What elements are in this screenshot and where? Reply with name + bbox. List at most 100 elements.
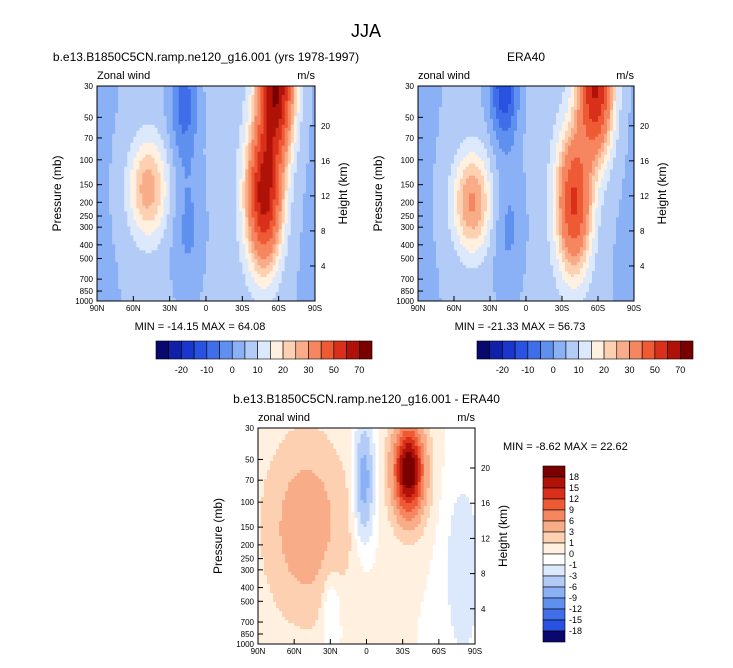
field-cell xyxy=(121,184,125,189)
field-cell xyxy=(127,133,131,138)
field-cell xyxy=(290,181,295,186)
field-cell xyxy=(121,169,125,174)
field-cell xyxy=(287,151,292,156)
field-cell xyxy=(209,86,213,90)
field-cell xyxy=(227,106,231,111)
field-cell xyxy=(260,202,265,207)
field-cell xyxy=(251,142,256,147)
field-cell xyxy=(196,274,201,278)
field-cell xyxy=(254,163,259,168)
field-cell xyxy=(269,247,274,251)
field-cell xyxy=(145,280,150,284)
field-cell xyxy=(254,88,259,93)
field-cell xyxy=(293,190,298,195)
field-cell xyxy=(154,205,159,210)
field-cell xyxy=(227,298,231,301)
field-cell xyxy=(121,115,125,120)
field-cell xyxy=(187,256,192,260)
field-cell xyxy=(269,289,274,293)
field-cell xyxy=(206,139,210,144)
field-cell xyxy=(163,289,168,293)
field-cell xyxy=(193,280,198,284)
field-cell xyxy=(233,160,237,165)
field-cell xyxy=(296,208,301,213)
field-cell xyxy=(305,88,310,93)
field-cell xyxy=(193,292,198,296)
field-cell xyxy=(151,124,156,129)
field-cell xyxy=(263,256,268,260)
field-cell xyxy=(209,199,213,204)
field-cell xyxy=(272,202,277,207)
field-cell xyxy=(248,226,253,230)
field-cell xyxy=(293,175,298,180)
field-cell xyxy=(169,106,174,111)
field-cell xyxy=(115,229,119,233)
field-cell xyxy=(115,271,119,275)
field-cell xyxy=(272,223,277,227)
field-cell xyxy=(305,115,310,120)
field-cell xyxy=(136,97,140,102)
field-cell xyxy=(115,295,119,299)
field-cell xyxy=(172,220,177,224)
field-cell xyxy=(172,112,177,117)
field-cell xyxy=(284,208,289,213)
field-cell xyxy=(242,277,246,281)
field-cell xyxy=(181,196,186,201)
field-cell xyxy=(139,109,144,114)
field-cell xyxy=(148,142,153,147)
field-cell xyxy=(260,274,265,278)
field-cell xyxy=(272,184,277,189)
field-cell xyxy=(254,223,259,227)
field-cell xyxy=(142,244,147,248)
field-cell xyxy=(290,205,295,210)
field-cell xyxy=(163,220,168,224)
field-cell xyxy=(212,86,216,90)
field-cell xyxy=(154,211,159,216)
field-cell xyxy=(233,154,237,159)
field-cell xyxy=(278,298,283,301)
field-cell xyxy=(236,187,240,192)
field-cell xyxy=(193,298,198,301)
field-cell xyxy=(215,196,219,201)
field-cell xyxy=(284,214,289,218)
field-cell xyxy=(254,295,259,299)
field-cell xyxy=(196,298,201,301)
field-cell xyxy=(160,235,165,239)
field-cell xyxy=(212,247,216,251)
field-cell xyxy=(269,133,274,138)
field-cell xyxy=(281,190,286,195)
field-cell xyxy=(196,253,201,257)
field-cell xyxy=(112,205,116,210)
field-cell xyxy=(175,295,180,299)
field-cell xyxy=(263,199,268,204)
field-cell xyxy=(278,241,283,245)
field-cell xyxy=(260,112,265,117)
field-cell xyxy=(145,172,150,177)
field-cell xyxy=(260,283,265,287)
field-cell xyxy=(287,172,292,177)
field-cell xyxy=(230,148,234,153)
field-cell xyxy=(299,268,304,272)
field-cell xyxy=(227,190,231,195)
field-cell xyxy=(133,130,137,135)
field-cell xyxy=(239,265,243,269)
field-cell xyxy=(202,139,207,144)
field-cell xyxy=(109,91,113,96)
field-cell xyxy=(263,187,268,192)
field-cell xyxy=(209,94,213,99)
field-cell xyxy=(266,250,271,254)
field-cell xyxy=(245,262,249,266)
field-cell xyxy=(115,112,119,117)
field-cell xyxy=(118,115,122,120)
field-cell xyxy=(209,148,213,153)
field-cell xyxy=(272,175,277,180)
field-cell xyxy=(227,139,231,144)
field-cell xyxy=(227,193,231,198)
field-cell xyxy=(142,202,147,207)
field-cell xyxy=(248,130,253,135)
field-cell xyxy=(233,220,237,224)
field-cell xyxy=(106,86,110,90)
field-cell xyxy=(106,292,110,296)
field-cell xyxy=(260,178,265,183)
field-cell xyxy=(251,178,256,183)
